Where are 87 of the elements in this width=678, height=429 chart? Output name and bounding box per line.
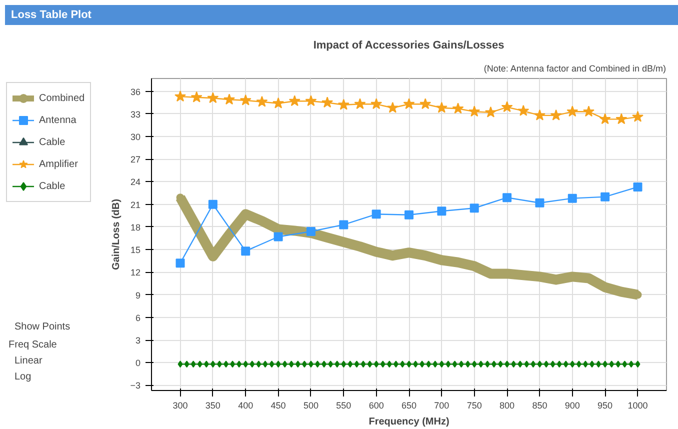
chart-title: Impact of Accessories Gains/Losses bbox=[313, 40, 504, 52]
point bbox=[568, 194, 577, 203]
point bbox=[600, 192, 610, 202]
point bbox=[501, 101, 513, 112]
legend-label: Cable bbox=[39, 180, 66, 192]
text: Freq Scale bbox=[8, 340, 58, 350]
point bbox=[420, 98, 432, 110]
legend-label: Cable bbox=[39, 136, 66, 148]
x-axis-title: Frequency (MHz) bbox=[368, 416, 450, 428]
point bbox=[339, 220, 348, 230]
x-tick-label: 1000 bbox=[628, 400, 648, 410]
point bbox=[404, 210, 414, 220]
x-tick-label: 900 bbox=[564, 400, 580, 410]
point bbox=[338, 98, 350, 110]
point bbox=[306, 226, 316, 236]
point bbox=[468, 106, 480, 117]
point bbox=[370, 98, 382, 110]
y-tick-label: 6 bbox=[135, 312, 141, 323]
x-tick-label: 700 bbox=[434, 400, 450, 410]
x-tick-label: 400 bbox=[238, 400, 254, 410]
x-tick-label: 800 bbox=[500, 400, 515, 410]
x-tick-label: 300 bbox=[172, 400, 188, 410]
y-tick-label: 30 bbox=[130, 132, 141, 142]
x-tick-label: 500 bbox=[303, 400, 318, 410]
y-tick-label: −3 bbox=[130, 380, 141, 391]
point bbox=[632, 110, 644, 122]
point bbox=[535, 198, 544, 208]
point bbox=[305, 95, 317, 106]
x-tick-label: 450 bbox=[270, 400, 286, 410]
point bbox=[176, 258, 185, 268]
y-tick-label: 12 bbox=[130, 268, 141, 278]
point bbox=[274, 232, 283, 242]
point bbox=[502, 193, 512, 202]
legend-label: Antenna bbox=[39, 114, 76, 126]
point bbox=[256, 96, 268, 107]
point bbox=[518, 104, 530, 116]
y-axis-title: Gain/Loss (dB) bbox=[111, 198, 122, 270]
point bbox=[436, 102, 448, 113]
point bbox=[550, 109, 562, 120]
point bbox=[241, 246, 250, 256]
point bbox=[566, 106, 578, 117]
point bbox=[372, 210, 381, 219]
y-tick-label: 21 bbox=[130, 200, 141, 210]
point bbox=[322, 96, 334, 108]
y-tick-label: 9 bbox=[135, 290, 141, 300]
point bbox=[174, 90, 186, 102]
point bbox=[208, 200, 218, 209]
x-tick-label: 650 bbox=[401, 400, 417, 410]
point bbox=[224, 94, 236, 105]
text: Loss Table Plot bbox=[11, 8, 92, 23]
text: Show Points bbox=[14, 322, 70, 332]
y-tick-label: 27 bbox=[130, 154, 141, 165]
y-tick-label: 3 bbox=[135, 336, 141, 346]
point bbox=[437, 206, 446, 216]
y-tick-label: 18 bbox=[130, 222, 141, 232]
x-tick-label: 350 bbox=[205, 400, 220, 410]
point bbox=[599, 113, 611, 124]
point bbox=[582, 106, 594, 117]
x-tick-label: 550 bbox=[336, 400, 352, 410]
text: Linear bbox=[14, 356, 43, 366]
y-tick-label: 36 bbox=[130, 86, 141, 97]
point bbox=[190, 91, 202, 102]
point bbox=[534, 109, 546, 120]
legend-label: Combined bbox=[39, 92, 85, 104]
point bbox=[403, 98, 415, 110]
point bbox=[207, 92, 219, 104]
point bbox=[272, 97, 284, 108]
point bbox=[354, 98, 366, 110]
point bbox=[633, 182, 642, 192]
y-tick-label: 33 bbox=[130, 109, 141, 120]
point bbox=[616, 113, 628, 124]
chart-subtitle: (Note: Antenna factor and Combined in dB/m) bbox=[484, 64, 666, 74]
x-tick-label: 850 bbox=[532, 400, 548, 410]
x-tick-label: 950 bbox=[598, 400, 613, 410]
point bbox=[288, 95, 300, 106]
x-tick-label: 750 bbox=[466, 400, 482, 410]
point bbox=[240, 94, 252, 106]
point bbox=[386, 102, 398, 113]
y-tick-label: 24 bbox=[130, 177, 141, 188]
point bbox=[452, 102, 464, 114]
point bbox=[484, 106, 496, 118]
y-tick-label: 0 bbox=[135, 358, 141, 368]
legend-label: Amplifier bbox=[39, 158, 78, 170]
point bbox=[470, 204, 479, 213]
y-tick-label: 15 bbox=[130, 245, 141, 256]
x-tick-label: 600 bbox=[368, 400, 384, 410]
text: Log bbox=[14, 372, 32, 382]
